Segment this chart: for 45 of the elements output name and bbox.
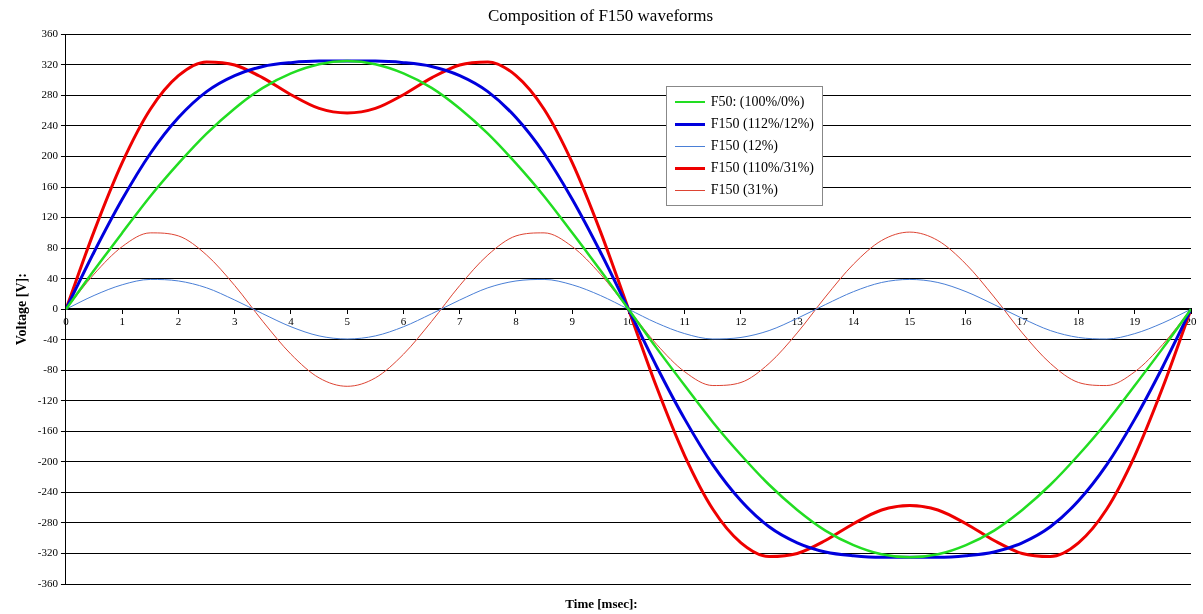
y-tick-label: 160 <box>41 179 59 192</box>
y-tick-label: 240 <box>41 118 59 131</box>
y-axis-title: Voltage [V]: <box>14 273 30 346</box>
y-tick-label: 320 <box>41 57 59 70</box>
legend-label: F150 (31%) <box>710 182 778 198</box>
y-tick-label: 80 <box>46 241 59 254</box>
y-tick-label: -200 <box>37 454 59 467</box>
y-tick-label: 360 <box>41 27 59 40</box>
x-tick-label: 7 <box>456 314 463 327</box>
chart-title: Composition of F150 waveforms <box>487 5 714 25</box>
x-tick-label: 13 <box>791 314 804 327</box>
x-tick-label: 16 <box>960 314 972 327</box>
legend-label: F150 (12%) <box>710 138 778 154</box>
y-tick-label: 200 <box>41 149 59 162</box>
x-tick-label: 5 <box>344 314 351 327</box>
y-tick-label: -280 <box>37 515 59 528</box>
x-tick-label: 19 <box>1129 314 1141 327</box>
x-tick-label: 9 <box>569 314 576 327</box>
x-tick-label: 8 <box>513 314 520 327</box>
x-tick-label: 2 <box>175 314 182 327</box>
x-tick-label: 11 <box>679 314 691 327</box>
y-tick-label: 120 <box>41 210 59 223</box>
x-tick-label: 3 <box>231 314 238 327</box>
y-tick-label: -240 <box>37 485 59 498</box>
x-tick-label: 4 <box>288 314 295 327</box>
y-tick-label: -120 <box>37 393 59 406</box>
legend-label: F150 (110%/31%) <box>710 160 814 176</box>
y-tick-label: -40 <box>43 332 59 345</box>
y-tick-label: -320 <box>37 546 59 559</box>
x-tick-label: 6 <box>400 314 407 327</box>
x-tick-label: 17 <box>1016 314 1029 327</box>
y-tick-label: -160 <box>37 424 59 437</box>
x-tick-label: 18 <box>1073 314 1085 327</box>
y-tick-label: -360 <box>37 576 59 589</box>
x-tick-label: 15 <box>904 314 916 327</box>
x-tick-label: 1 <box>119 314 125 327</box>
x-tick-label: 12 <box>735 314 747 327</box>
x-tick-label: 14 <box>847 314 860 327</box>
y-tick-label: 0 <box>52 302 59 315</box>
legend-label: F150 (112%/12%) <box>710 116 814 132</box>
x-axis-title: Time [msec]: <box>564 596 639 612</box>
y-tick-label: 40 <box>46 271 59 284</box>
y-tick-label: -80 <box>43 363 59 376</box>
legend-label: F50: (100%/0%) <box>710 94 805 110</box>
y-tick-label: 280 <box>41 88 59 101</box>
